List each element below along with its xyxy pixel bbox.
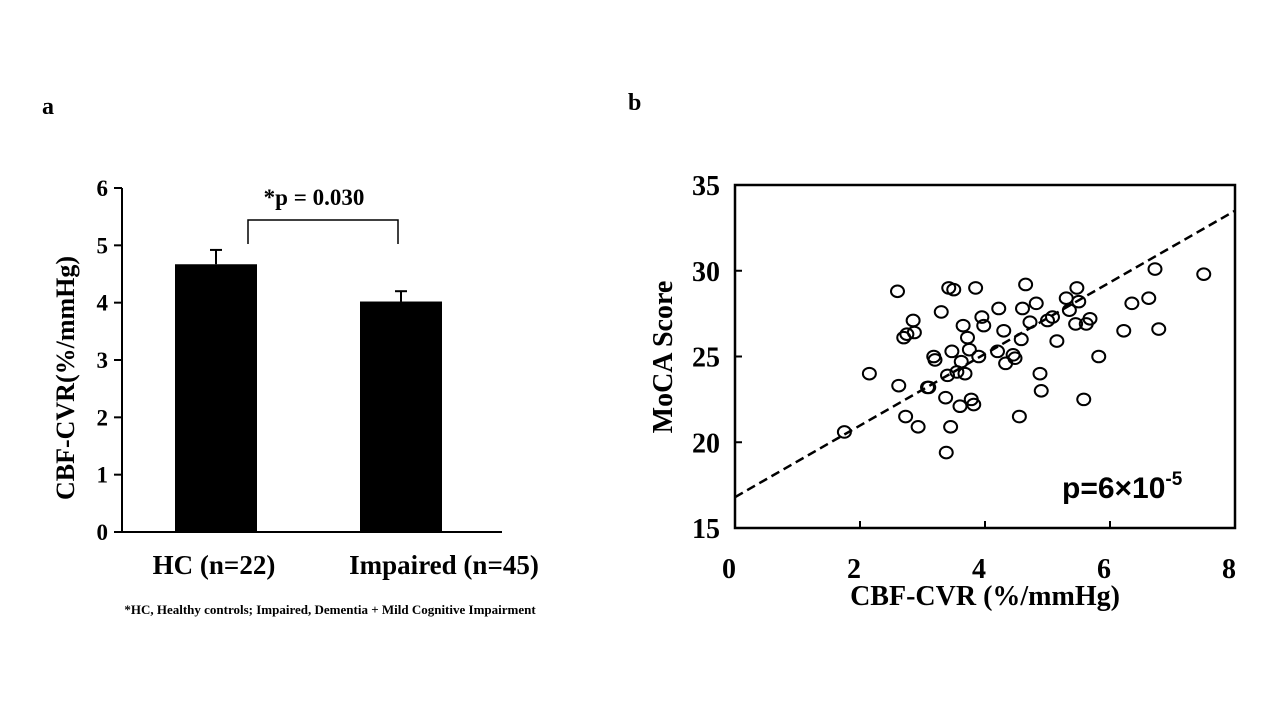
bar-y-tick-label: 1 — [97, 463, 109, 488]
scatter-points — [836, 262, 1212, 460]
p-value-exponent: -5 — [1165, 469, 1182, 490]
scatter-point — [968, 281, 984, 295]
scatter-point — [961, 342, 977, 357]
scatter-y-ticks: 15 20 25 30 35 — [692, 171, 742, 545]
scatter-x-tick-label: 4 — [972, 554, 986, 585]
p-value-base: p=6×10 — [1062, 472, 1165, 505]
scatter-point — [1045, 310, 1060, 324]
bar-series — [175, 248, 442, 532]
scatter-point — [953, 354, 969, 369]
scatter-point — [1124, 296, 1140, 311]
scatter-x-tick-label: 6 — [1097, 554, 1111, 585]
p-value-annotation: p=6×10-5 — [1062, 469, 1183, 505]
panel-b-label: b — [628, 90, 641, 116]
bar-y-tick-label: 0 — [97, 520, 109, 545]
scatter-y-tick-label: 20 — [692, 428, 720, 459]
scatter-point — [1076, 392, 1092, 407]
bar-y-tick-label: 3 — [97, 348, 109, 373]
scatter-point — [905, 313, 921, 328]
scatter-point — [1049, 334, 1065, 348]
scatter-point — [861, 366, 877, 381]
scatter-point — [938, 390, 954, 405]
panel-a-label: a — [42, 94, 54, 120]
scatter-point — [899, 327, 915, 342]
scatter-point — [957, 366, 973, 381]
scatter-point — [1007, 351, 1023, 366]
scatter-chart-panel: b 0 2 4 6 8 15 20 25 30 35 p=6×10-5 CBF-CVR (%/m… — [628, 90, 1237, 612]
scatter-point — [974, 310, 990, 324]
scatter-point — [991, 301, 1007, 316]
bar-x-tick-label: Impaired (n=45) — [349, 550, 539, 580]
bar-y-tick-label: 2 — [97, 405, 109, 430]
scatter-point — [1011, 409, 1027, 424]
bar-y-tick-label: 6 — [97, 176, 109, 201]
scatter-y-tick-label: 30 — [692, 257, 720, 288]
scatter-point — [1033, 384, 1049, 398]
scatter-x-tick-label: 2 — [847, 554, 861, 585]
scatter-point — [1082, 311, 1098, 326]
bar-x-tick-label: HC (n=22) — [153, 550, 276, 580]
scatter-point — [1018, 277, 1034, 292]
scatter-point — [1091, 349, 1107, 364]
scatter-point — [1013, 332, 1029, 347]
scatter-point — [938, 445, 954, 460]
scatter-point — [1032, 366, 1048, 381]
scatter-point — [1151, 322, 1167, 336]
scatter-point — [943, 420, 959, 434]
scatter-point — [910, 420, 926, 434]
scatter-y-tick-label: 15 — [692, 514, 720, 545]
scatter-point — [971, 349, 987, 364]
bar-y-axis-title: CBF-CVR(%/mmHg) — [51, 256, 80, 500]
scatter-point — [1068, 317, 1084, 331]
bar-footnote: *HC, Healthy controls; Impaired, Dementi… — [124, 602, 536, 617]
scatter-point — [940, 368, 955, 383]
scatter-point — [898, 409, 914, 424]
scatter-point — [1022, 315, 1038, 330]
scatter-point — [944, 344, 960, 359]
scatter-point — [946, 282, 962, 297]
scatter-point — [1196, 267, 1212, 281]
scatter-point — [1058, 291, 1074, 305]
scatter-point — [976, 318, 992, 333]
scatter-point — [1015, 301, 1030, 316]
scatter-point — [955, 318, 971, 333]
scatter-x-tick-label: 0 — [722, 554, 736, 585]
scatter-point — [1147, 262, 1163, 276]
significance-bracket — [247, 219, 399, 244]
scatter-x-tick-label: 8 — [1222, 554, 1236, 585]
scatter-point — [966, 397, 982, 412]
bar-hc — [175, 264, 257, 532]
scatter-point — [921, 380, 937, 395]
scatter-point — [891, 378, 907, 393]
scatter-x-axis-title: CBF-CVR (%/mmHg) — [850, 581, 1120, 612]
scatter-y-tick-label: 35 — [692, 171, 720, 202]
scatter-point — [1141, 291, 1157, 305]
scatter-point — [1071, 294, 1087, 309]
scatter-point — [1028, 296, 1044, 311]
scatter-y-axis-title: MoCA Score — [648, 281, 679, 434]
scatter-point — [1069, 281, 1085, 295]
scatter-point — [996, 323, 1012, 338]
scatter-y-tick-label: 25 — [692, 343, 720, 374]
scatter-point — [933, 305, 949, 319]
scatter-point — [1061, 303, 1077, 317]
scatter-point — [836, 425, 852, 439]
bar-y-tick-label: 5 — [97, 233, 109, 258]
scatter-point — [1116, 323, 1132, 338]
scatter-point — [890, 284, 905, 299]
scatter-point — [927, 353, 943, 367]
scatter-x-ticks: 0 2 4 6 8 — [722, 521, 1236, 585]
bar-chart-panel: a 0 1 2 3 4 5 6 HC (n=22) Impaired (n=45) *p = … — [42, 94, 539, 617]
scatter-point — [960, 330, 975, 345]
scatter-point — [990, 344, 1005, 359]
bar-impaired — [360, 301, 442, 532]
scatter-point — [906, 325, 922, 340]
bar-y-tick-label: 4 — [97, 291, 109, 316]
bar-y-ticks: 0 1 2 3 4 5 6 — [97, 176, 122, 545]
significance-label: *p = 0.030 — [264, 185, 365, 210]
bar-x-tick-labels: HC (n=22) Impaired (n=45) — [153, 550, 539, 580]
